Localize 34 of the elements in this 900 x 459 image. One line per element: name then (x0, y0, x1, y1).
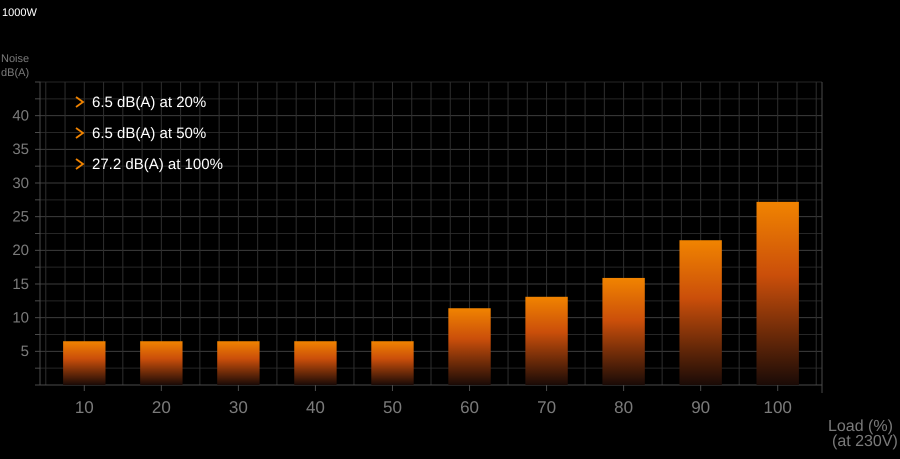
x-axis-title: Load (%) (at 230V) (828, 418, 898, 450)
y-tick-label: 15 (12, 276, 29, 293)
bar (679, 240, 722, 385)
x-tick-label: 50 (383, 398, 402, 418)
y-tick-label: 25 (12, 208, 29, 226)
y-axis-title: Noise dB(A) (1, 53, 30, 79)
y-tick-label: 30 (12, 174, 29, 192)
bar (602, 278, 645, 385)
bar (371, 341, 414, 385)
bar (140, 341, 183, 385)
x-tick-label: 100 (764, 398, 792, 418)
x-tick-label: 30 (228, 398, 248, 418)
x-tick-label: 80 (614, 398, 634, 418)
bar (217, 341, 260, 385)
bar (756, 202, 799, 385)
bar (294, 341, 337, 385)
x-tick-label: 20 (152, 398, 171, 418)
y-tick-label: 5 (20, 343, 29, 360)
y-tick-label: 20 (12, 242, 29, 260)
y-tick-label: 10 (12, 309, 29, 326)
bar (63, 341, 106, 385)
x-tick-label: 60 (460, 398, 479, 418)
x-tick-label: 40 (306, 398, 325, 418)
chart-subtitle: 1000W (2, 7, 38, 19)
x-tick-label: 90 (691, 398, 710, 418)
y-tick-label: 35 (12, 141, 29, 158)
y-tick-label: 40 (12, 107, 29, 124)
bar (448, 308, 491, 385)
x-tick-label: 70 (537, 398, 556, 418)
annotation: 6.5 dB(A) at 50% (92, 125, 206, 142)
x-tick-label: 10 (74, 398, 94, 418)
annotation: 27.2 dB(A) at 100% (92, 156, 223, 173)
annotation: 6.5 dB(A) at 20% (92, 94, 206, 111)
bar (525, 296, 568, 385)
